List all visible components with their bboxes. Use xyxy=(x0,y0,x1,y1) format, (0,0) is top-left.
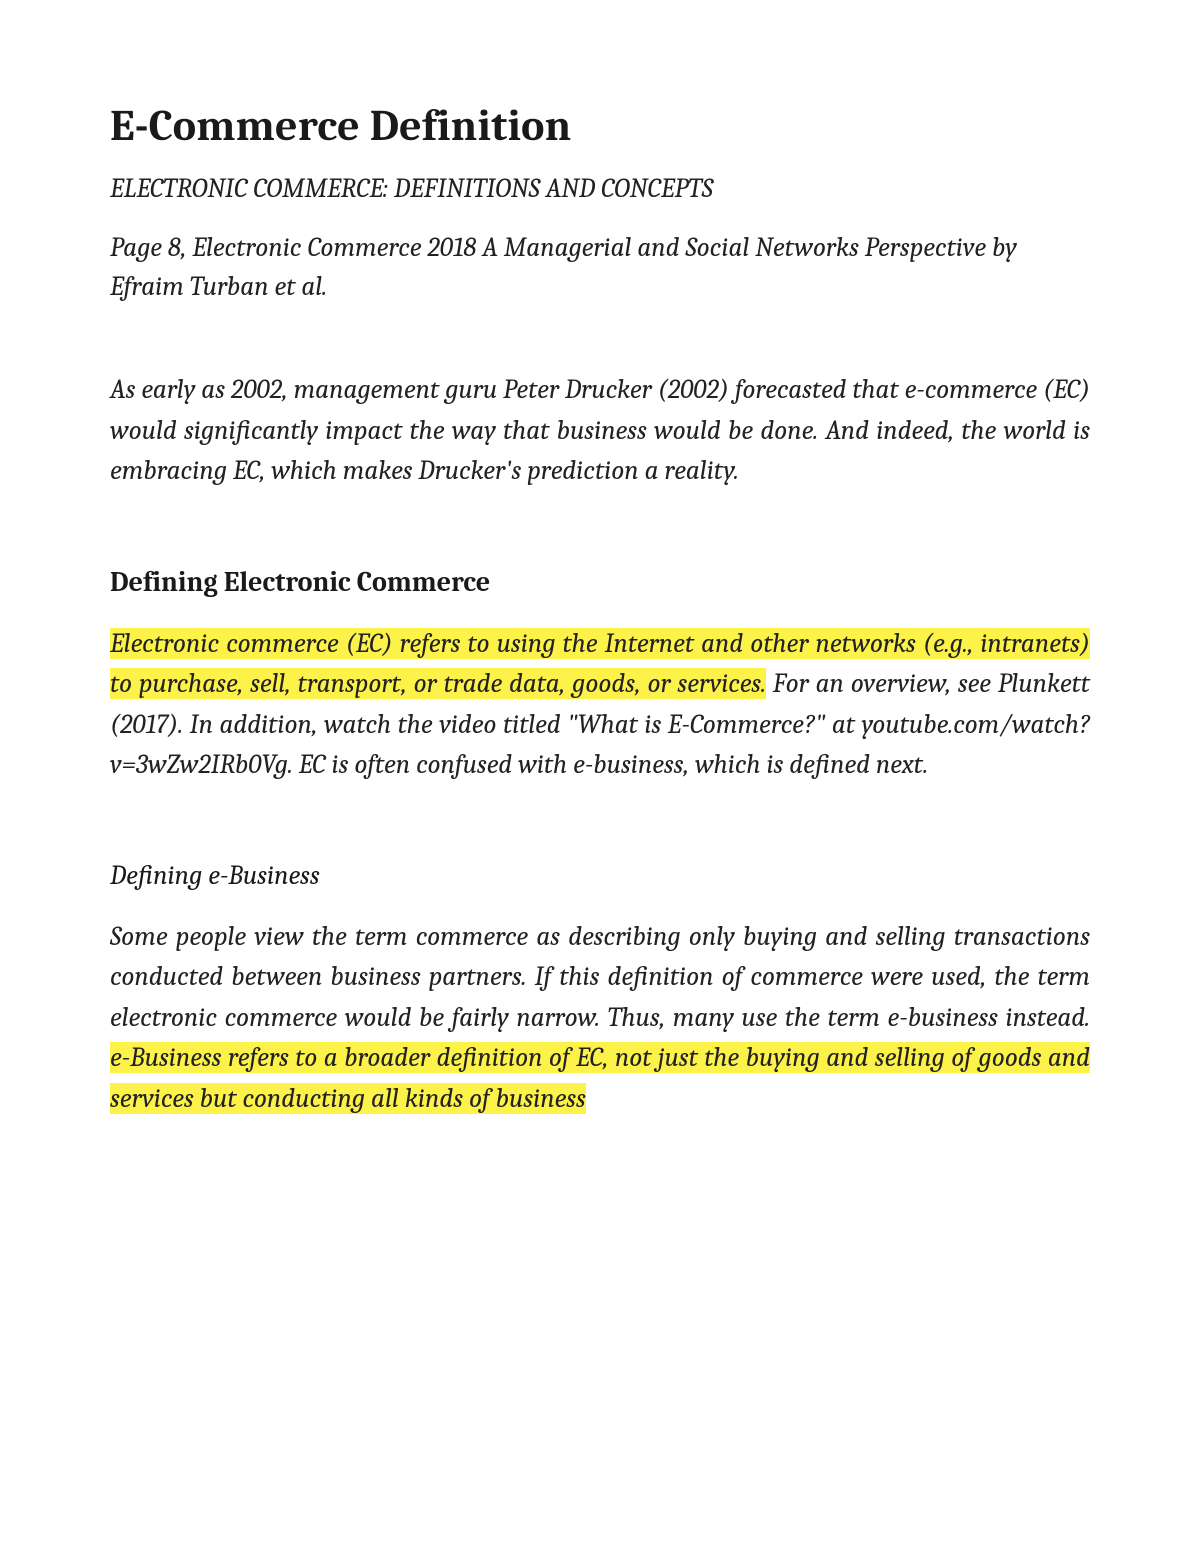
highlighted-definition-ebusiness: e-Business refers to a broader definitio… xyxy=(110,1042,1090,1114)
page-title: E-Commerce Definition xyxy=(110,100,1090,151)
section2-paragraph: Some people view the term commerce as de… xyxy=(110,917,1090,1120)
section2-pre: Some people view the term commerce as de… xyxy=(110,921,1090,1033)
subtitle: ELECTRONIC COMMERCE: DEFINITIONS AND CON… xyxy=(110,173,1090,204)
source-citation: Page 8, Electronic Commerce 2018 A Manag… xyxy=(110,228,1090,306)
document-page: E-Commerce Definition ELECTRONIC COMMERC… xyxy=(0,0,1200,1553)
spacer xyxy=(110,850,1090,860)
subsection-heading-ebusiness: Defining e-Business xyxy=(110,860,1090,891)
section-heading-defining-ec: Defining Electronic Commerce xyxy=(110,566,1090,598)
section1-paragraph: Electronic commerce (EC) refers to using… xyxy=(110,624,1090,786)
spacer xyxy=(110,556,1090,566)
intro-paragraph: As early as 2002, management guru Peter … xyxy=(110,370,1090,492)
